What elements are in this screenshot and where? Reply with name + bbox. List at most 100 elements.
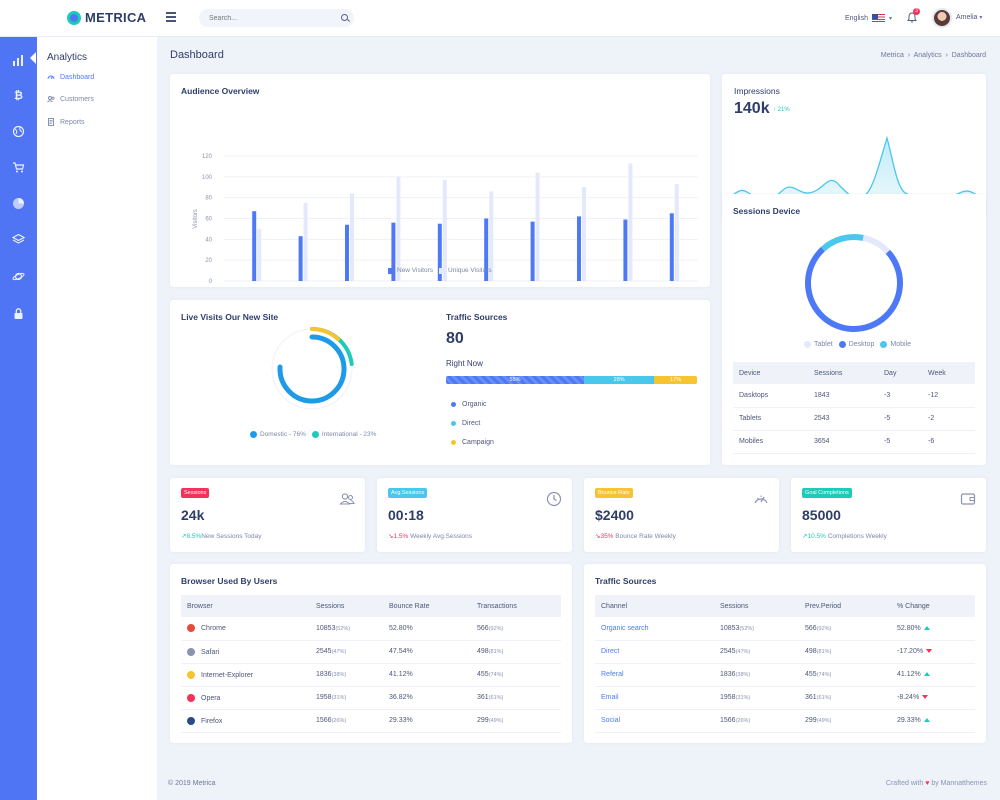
sessions-cell: 1566(26%) xyxy=(714,709,799,733)
channel-cell: Social xyxy=(595,709,714,733)
bar-new-visitors[interactable] xyxy=(252,211,257,281)
stat-desc: New Sessions Today xyxy=(201,533,262,540)
channel-link[interactable]: Social xyxy=(601,717,621,724)
legend-mobile[interactable]: Mobile xyxy=(880,341,911,348)
traffic-item-campaign: Campaign xyxy=(451,439,494,446)
layers-icon[interactable] xyxy=(11,233,26,246)
value: -17.20% xyxy=(897,648,924,655)
y-tick-label: 60 xyxy=(205,217,212,223)
bar-new-visitors[interactable] xyxy=(577,216,581,281)
column-header: % Change xyxy=(891,595,975,617)
sessions-device-card: Sessions Device Tablet Desktop Mobile De… xyxy=(722,194,986,465)
device-table: Device Sessions Day Week Dasktops 1843 -3-… xyxy=(733,362,975,454)
legend-new-visitors[interactable]: New Visitors xyxy=(388,267,433,274)
change-value: 21% xyxy=(777,107,790,113)
bullet-dot xyxy=(451,421,456,426)
value: 299 xyxy=(805,717,817,724)
audience-overview-card: Audience Overview 0 20 40 60 80 100 120 Visitor… xyxy=(170,74,710,287)
breadcrumb-item[interactable]: Analytics xyxy=(913,52,942,59)
icon-sidebar: ₿ xyxy=(0,37,37,800)
avatar[interactable] xyxy=(932,8,952,28)
table-row: Opera 1958(31%) 36.82% 361(61%) xyxy=(181,686,561,710)
bar-new-visitors[interactable] xyxy=(437,223,442,281)
legend-international[interactable]: International - 23% xyxy=(311,431,376,438)
trend-up-icon: ↗ xyxy=(181,533,187,540)
channel-link[interactable]: Organic search xyxy=(601,624,649,632)
legend-tablet[interactable]: Tablet xyxy=(804,341,833,348)
sessions-cell: 1566(26%) xyxy=(310,709,383,733)
bar-unique-visitors[interactable] xyxy=(396,176,401,281)
channel-link[interactable]: Direct xyxy=(601,648,620,655)
sessions-cell: 1958(31%) xyxy=(310,686,383,710)
bar-unique-visitors[interactable] xyxy=(303,202,308,281)
channel-link[interactable]: Email xyxy=(601,694,619,701)
cell: 2543 xyxy=(808,407,878,431)
triangle-down-icon xyxy=(926,649,933,654)
bar-unique-visitors[interactable] xyxy=(442,179,447,281)
bar-new-visitors[interactable] xyxy=(530,221,535,281)
radial-bar-domestic[interactable] xyxy=(277,334,347,404)
notification-badge: 3 xyxy=(913,8,920,15)
bar-unique-visitors[interactable] xyxy=(489,191,494,281)
y-tick-label: 80 xyxy=(205,196,212,202)
brand-logo[interactable]: METRICA xyxy=(67,10,146,25)
bitcoin-icon[interactable]: ₿ xyxy=(14,90,23,102)
breadcrumb: Metrica › Analytics › Dashboard xyxy=(881,52,986,59)
chevron-right-icon: › xyxy=(905,52,914,59)
bar-new-visitors[interactable] xyxy=(391,222,396,281)
bar-new-visitors[interactable] xyxy=(298,236,303,281)
lock-icon[interactable] xyxy=(12,307,25,320)
language-selector[interactable]: English ▾ xyxy=(845,14,892,22)
value: 498 xyxy=(477,648,489,655)
prev-period-cell: 455(74%) xyxy=(799,663,891,687)
legend-desktop[interactable]: Desktop xyxy=(838,341,875,348)
progress-segment-organic: 55% xyxy=(446,376,585,384)
bar-new-visitors[interactable] xyxy=(345,224,349,281)
bar-unique-visitors[interactable] xyxy=(257,228,262,281)
us-flag-icon xyxy=(871,14,885,22)
percent: (26%) xyxy=(735,718,751,724)
donut-slice-mobile[interactable] xyxy=(820,234,864,252)
sidebar-item-customers[interactable]: Customers xyxy=(47,95,94,103)
cell: 3654 xyxy=(808,430,878,454)
sidebar-item-dashboard[interactable]: Dashboard xyxy=(47,73,94,81)
search-icon[interactable] xyxy=(341,14,348,21)
sidebar-item-reports[interactable]: Reports xyxy=(47,118,85,126)
globe-icon[interactable] xyxy=(12,125,25,138)
stat-badge: Avg.Sessions xyxy=(388,488,428,498)
browser-name: Safari xyxy=(201,648,220,656)
cell: -3 xyxy=(878,384,922,408)
bar-unique-visitors[interactable] xyxy=(582,187,586,281)
channel-link[interactable]: Referal xyxy=(601,671,624,678)
cell: 1843 xyxy=(808,384,878,408)
audience-bar-chart: 020406080100120VisitorsJanFebMarAprMayJu… xyxy=(193,154,698,285)
donut-slice-desktop[interactable] xyxy=(805,246,903,332)
wallet-icon xyxy=(960,493,976,505)
search-input[interactable] xyxy=(199,9,354,27)
browser-name: Opera xyxy=(201,694,221,702)
stat-badge: Sessions xyxy=(181,488,210,498)
bar-new-visitors[interactable] xyxy=(484,218,489,282)
planet-icon[interactable] xyxy=(12,270,25,283)
donut-slice-tablet[interactable] xyxy=(862,234,891,255)
sidebar-item-label: Reports xyxy=(60,118,85,126)
brand-name: METRICA xyxy=(85,10,147,25)
hamburger-menu-icon[interactable] xyxy=(166,12,176,22)
legend-domestic[interactable]: Domestic - 76% xyxy=(250,431,306,438)
bar-new-visitors[interactable] xyxy=(669,213,674,281)
pie-chart-icon[interactable] xyxy=(12,197,25,210)
stat-desc: Completions Weekly xyxy=(827,533,887,540)
bar-unique-visitors[interactable] xyxy=(674,184,679,281)
bar-unique-visitors[interactable] xyxy=(535,172,540,281)
user-menu[interactable]: Amelia ▾ xyxy=(956,14,982,21)
bar-new-visitors[interactable] xyxy=(623,219,628,281)
bar-unique-visitors[interactable] xyxy=(350,193,354,282)
cart-icon[interactable] xyxy=(12,161,25,174)
value: 41.12% xyxy=(897,671,921,678)
breadcrumb-item[interactable]: Metrica xyxy=(880,52,904,59)
bar-unique-visitors[interactable] xyxy=(628,163,633,281)
legend-label: Desktop xyxy=(848,341,875,348)
legend-unique-visitors[interactable]: Unique Visitors xyxy=(439,267,492,274)
analytics-bar-chart-icon[interactable] xyxy=(12,54,25,67)
column-header: Sessions xyxy=(714,595,799,617)
